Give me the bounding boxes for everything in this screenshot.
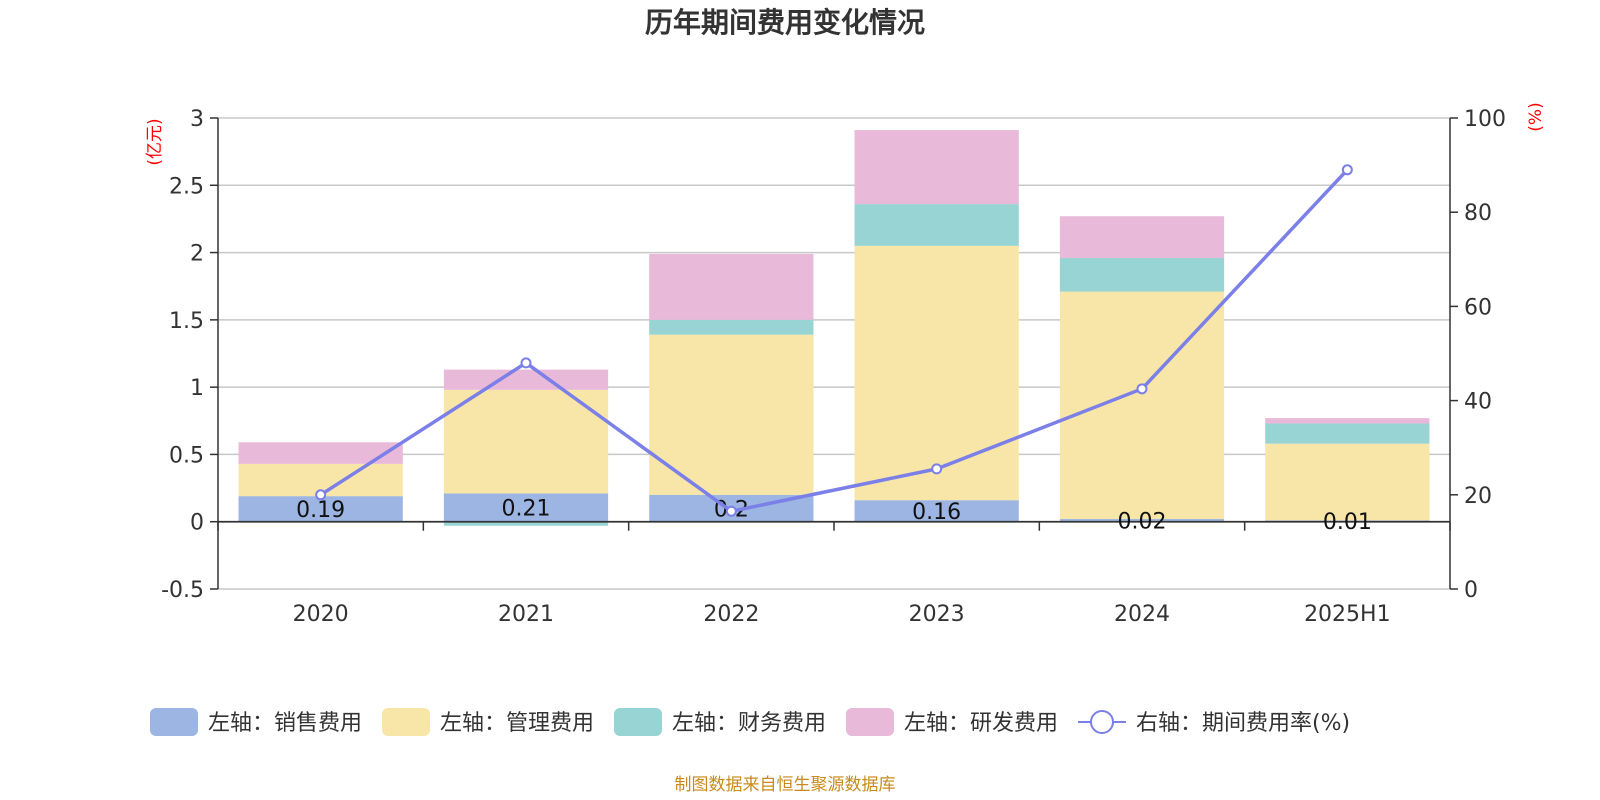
left-tick-label: -0.5 [161, 578, 204, 603]
line-point [931, 463, 943, 475]
line-point [725, 505, 737, 517]
bar-segment [1059, 216, 1225, 258]
right-tick-label: 40 [1464, 390, 1492, 415]
line-point [520, 357, 532, 369]
bar-segment [854, 500, 1019, 522]
x-tick-label: 2020 [293, 602, 349, 627]
data-label: 0.16 [912, 500, 961, 525]
x-tick-label: 2024 [1114, 602, 1170, 627]
legend-swatch [846, 708, 894, 736]
bars [238, 130, 1430, 526]
data-label: 0.02 [1118, 509, 1167, 534]
legend-line-marker [1090, 710, 1114, 734]
x-tick-label: 2023 [909, 602, 965, 627]
right-tick-label: 20 [1464, 484, 1492, 509]
left-tick-label: 2.5 [169, 174, 204, 199]
right-tick-label: 80 [1464, 201, 1492, 226]
legend-swatch [614, 708, 662, 736]
x-tick-label: 2025H1 [1304, 602, 1391, 627]
bar-segment [1265, 418, 1430, 424]
x-tick-label: 2021 [498, 602, 554, 627]
chart-title: 历年期间费用变化情况 [645, 6, 925, 39]
bar-segment [1059, 257, 1225, 292]
bar-segment [649, 334, 814, 495]
left-tick-label: 2 [190, 242, 204, 267]
legend-label: 右轴：期间费用率(%) [1136, 711, 1350, 736]
bar-segment [443, 521, 609, 526]
data-label: 0.19 [296, 498, 345, 523]
data-labels: 0.190.210.20.160.020.01 [296, 497, 1372, 535]
data-label: 0.01 [1323, 510, 1372, 535]
expense-rate-line [315, 164, 1353, 517]
left-axis-unit: (亿元) [145, 118, 165, 165]
legend-label: 左轴：财务费用 [672, 711, 826, 736]
left-tick-label: 1 [190, 376, 204, 401]
legend-swatch [150, 708, 198, 736]
bar-segment [1059, 519, 1225, 522]
x-tick-label: 2022 [703, 602, 759, 627]
bar-segment [854, 245, 1019, 501]
bar-segment [443, 493, 609, 522]
right-axis-unit: (%) [1526, 102, 1546, 131]
legend-label: 左轴：销售费用 [208, 711, 362, 736]
expense-rate-polyline [319, 168, 1349, 514]
data-label: 0.21 [502, 497, 551, 522]
left-tick-label: 0 [190, 511, 204, 536]
bar-segment [238, 442, 403, 464]
bar-segment [649, 319, 814, 335]
axes: -0.5 0 0.5 1 1.5 2 2.5 3 0 20 40 60 80 100 2020 2021 202… [161, 107, 1506, 627]
line-point [1341, 164, 1353, 176]
line-point [315, 489, 327, 501]
right-tick-label: 0 [1464, 578, 1478, 603]
legend-swatch [382, 708, 430, 736]
legend: 左轴：销售费用 左轴：管理费用 左轴：财务费用 左轴：研发费用 右轴：期间费用率(%) [150, 708, 1350, 736]
left-tick-label: 3 [190, 107, 204, 132]
bar-segment [443, 389, 609, 494]
bar-segment [854, 130, 1019, 205]
legend-label: 左轴：研发费用 [904, 711, 1058, 736]
bar-segment [238, 496, 403, 522]
bar-segment [854, 204, 1019, 246]
line-point [1136, 383, 1148, 395]
bar-segment [443, 369, 609, 390]
source-note: 制图数据来自恒生聚源数据库 [675, 775, 896, 795]
bar-segment [649, 253, 814, 320]
left-tick-label: 0.5 [169, 443, 204, 468]
bar-segment [1265, 423, 1430, 444]
left-tick-label: 1.5 [169, 309, 204, 334]
legend-label: 左轴：管理费用 [440, 711, 594, 736]
bar-segment [1265, 443, 1430, 521]
right-tick-label: 100 [1464, 107, 1506, 132]
right-tick-label: 60 [1464, 295, 1492, 320]
